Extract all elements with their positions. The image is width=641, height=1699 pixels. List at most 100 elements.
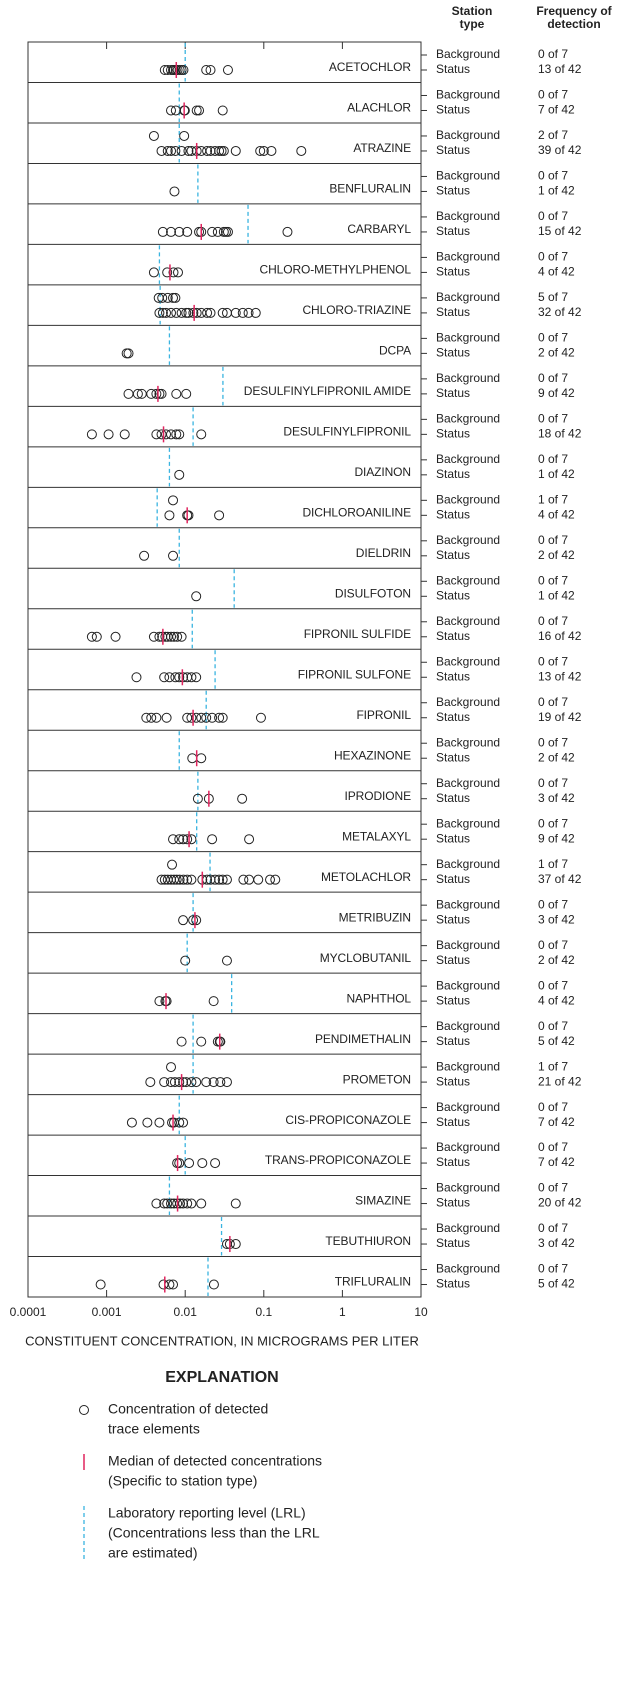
station-type-label: Status <box>436 953 470 967</box>
station-type-header: Station <box>452 4 493 18</box>
frequency-label: 2 of 42 <box>538 548 575 562</box>
data-point <box>148 130 159 141</box>
data-point <box>205 65 216 75</box>
data-point <box>168 267 179 278</box>
frequency-label: 0 of 7 <box>538 412 568 426</box>
data-point <box>151 1198 162 1209</box>
station-type-label: Status <box>436 669 470 683</box>
data-point <box>201 712 212 723</box>
constituent-name: PROMETON <box>343 1072 411 1086</box>
data-point <box>174 834 185 845</box>
frequency-label: 0 of 7 <box>538 938 568 952</box>
data-point <box>196 712 207 723</box>
constituent-name: NAPHTHOL <box>346 991 411 1005</box>
data-point <box>154 996 165 1007</box>
constituent-name: IPRODIONE <box>345 789 412 803</box>
data-point <box>162 65 173 75</box>
frequency-label: 20 of 42 <box>538 1196 582 1210</box>
constituent-name: CARBARYL <box>347 222 411 236</box>
constituent-name: DICHLOROANILINE <box>302 505 411 519</box>
data-point <box>183 307 194 318</box>
frequency-label: 16 of 42 <box>538 629 582 643</box>
data-point <box>182 834 193 845</box>
frequency-label: 0 of 7 <box>538 1181 568 1195</box>
station-type-label: Status <box>436 872 470 886</box>
data-point <box>170 672 181 683</box>
constituent-name: DISULFOTON <box>335 586 411 600</box>
frequency-label: 0 of 7 <box>538 573 568 587</box>
frequency-label: 9 of 42 <box>538 386 575 400</box>
frequency-label: 32 of 42 <box>538 305 582 319</box>
data-point <box>270 874 281 885</box>
station-type-label: Status <box>436 629 470 643</box>
constituent-name: METOLACHLOR <box>321 870 411 884</box>
data-point <box>146 388 157 399</box>
constituent-name: ATRAZINE <box>353 141 411 155</box>
frequency-label: 0 of 7 <box>538 978 568 992</box>
legend-title: EXPLANATION <box>165 1369 278 1386</box>
frequency-label: 0 of 7 <box>538 209 568 223</box>
constituent-name: HEXAZINONE <box>334 748 411 762</box>
frequency-label: 0 of 7 <box>538 897 568 911</box>
data-point <box>296 145 307 156</box>
constituent-name: FIPRONIL SULFONE <box>298 667 411 681</box>
data-point <box>192 793 203 804</box>
frequency-label: 5 of 42 <box>538 1034 575 1048</box>
data-point <box>191 591 202 602</box>
constituent-name: ACETOCHLOR <box>329 60 412 74</box>
frequency-label: 37 of 42 <box>538 872 582 886</box>
x-axis-label: CONSTITUENT CONCENTRATION, IN MICROGRAMS… <box>25 1333 419 1348</box>
data-point <box>176 307 187 318</box>
legend-text: Median of detected concentrations <box>108 1453 322 1469</box>
x-tick-label: 10 <box>414 1305 428 1319</box>
data-point <box>161 307 172 318</box>
frequency-label: 3 of 42 <box>538 1236 575 1250</box>
station-type-label: Background <box>436 897 500 911</box>
data-point <box>222 226 233 237</box>
station-type-label: Background <box>436 978 500 992</box>
data-point <box>217 307 228 318</box>
station-type-label: Background <box>436 695 500 709</box>
data-point <box>103 429 114 440</box>
station-type-label: Status <box>436 305 470 319</box>
frequency-label: 0 of 7 <box>538 533 568 547</box>
data-point <box>110 631 121 642</box>
data-point <box>162 267 173 278</box>
data-point <box>244 834 255 845</box>
data-point <box>162 145 173 156</box>
data-point <box>176 1036 187 1047</box>
data-point <box>170 145 181 156</box>
data-point <box>168 631 179 642</box>
data-point <box>174 1158 185 1169</box>
data-point <box>186 145 197 156</box>
data-point <box>156 388 167 399</box>
constituent-name: METALAXYL <box>342 829 411 843</box>
station-type-label: Status <box>436 1155 470 1169</box>
constituent-name: TRANS-PROPICONAZOLE <box>265 1153 411 1167</box>
data-point <box>161 429 172 440</box>
frequency-label: 21 of 42 <box>538 1074 582 1088</box>
plot-frame <box>27 41 422 1298</box>
station-type-label: Status <box>436 62 470 76</box>
data-point <box>123 388 134 399</box>
data-point <box>175 1198 186 1209</box>
frequency-label: 13 of 42 <box>538 669 582 683</box>
data-point <box>154 307 165 318</box>
data-point <box>266 145 277 156</box>
constituent-name: BENFLURALIN <box>329 182 411 196</box>
data-point <box>238 874 249 885</box>
data-point <box>208 1279 219 1290</box>
data-point <box>86 631 97 642</box>
data-point <box>253 874 264 885</box>
frequency-label: 0 of 7 <box>538 614 568 628</box>
data-point <box>217 874 228 885</box>
station-type-label: Background <box>436 654 500 668</box>
data-point <box>157 307 168 318</box>
frequency-label: 0 of 7 <box>538 331 568 345</box>
constituent-name: FIPRONIL <box>356 708 411 722</box>
data-point <box>178 65 189 75</box>
data-point <box>131 672 142 683</box>
data-point <box>207 712 218 723</box>
station-type-label: Status <box>436 224 470 238</box>
